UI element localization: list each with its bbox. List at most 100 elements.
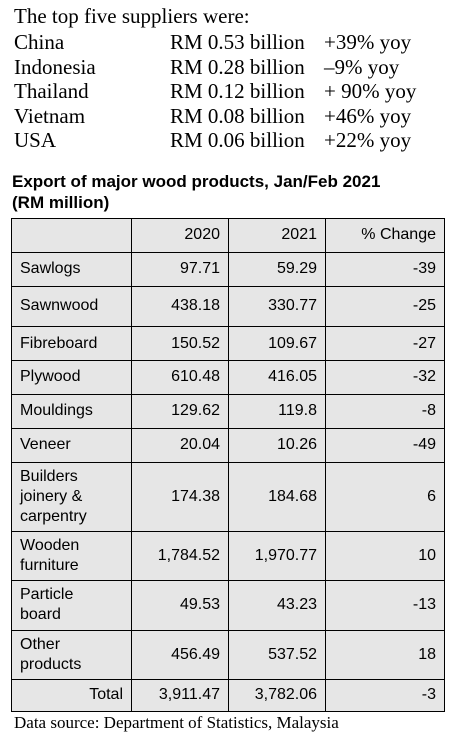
value-2021: 416.05 [228,359,326,395]
product-name: Builders joinery & carpentry [11,461,132,532]
value-change: -27 [325,326,445,361]
product-name-line: Sawnwood [20,297,99,315]
value-change: -13 [325,580,445,631]
product-name: Sawnwood [11,285,132,328]
suppliers-section: The top five suppliers were: China RM 0.… [14,4,454,153]
header-2020: 2020 [131,218,229,253]
value-2020: 456.49 [131,629,229,680]
header-2021: 2021 [228,218,326,253]
product-name: Plywood [11,359,132,395]
supplier-value: RM 0.12 billion [170,79,305,103]
table-title: Export of major wood products, Jan/Feb 2… [12,171,452,213]
total-label: Total [11,678,132,713]
product-name-line: Other [20,635,61,653]
header-change: % Change [325,218,445,253]
value-change: 6 [325,461,445,532]
value-change: -32 [325,359,445,395]
product-name-line: carpentry [20,507,87,525]
value-2021: 537.52 [228,629,326,680]
product-name-line: Particle [20,586,74,604]
exports-table: 2020 2021 % Change Sawlogs 97.71 59.29 -… [11,218,445,713]
value-2021: 330.77 [228,285,326,328]
product-name-line: Fibreboard [20,334,98,352]
value-2020: 610.48 [131,359,229,395]
table-row: Veneer 20.04 10.26 -49 [11,427,445,463]
product-name: Sawlogs [11,251,132,287]
supplier-value: RM 0.06 billion [170,128,305,152]
suppliers-heading: The top five suppliers were: [14,4,250,28]
table-total-row: Total 3,911.47 3,782.06 -3 [11,678,445,713]
product-name-line: Mouldings [20,402,93,420]
supplier-yoy: –9% yoy [324,54,400,79]
product-name: Particle board [11,580,132,631]
value-change: -25 [325,285,445,328]
product-name-line: Builders [20,467,78,485]
value-2020: 49.53 [131,580,229,631]
supplier-yoy: +22% yoy [324,128,412,152]
total-change: -3 [325,678,445,713]
product-name: Wooden furniture [11,530,132,582]
supplier-country: USA [14,128,57,152]
supplier-row: Thailand RM 0.12 billion + 90% yoy [14,79,454,104]
supplier-yoy: + 90% yoy [324,79,417,103]
value-change: -39 [325,251,445,287]
value-2020: 174.38 [131,461,229,532]
value-change: 10 [325,530,445,582]
product-name-line: Sawlogs [20,260,81,278]
supplier-row: USA RM 0.06 billion +22% yoy [14,128,454,153]
value-change: -49 [325,427,445,463]
supplier-value: RM 0.08 billion [170,103,305,128]
table-row: Builders joinery & carpentry 174.38 184.… [11,461,445,532]
table-row: Sawlogs 97.71 59.29 -39 [11,251,445,287]
table-title-unit: (RM million) [12,193,110,212]
table-row: Fibreboard 150.52 109.67 -27 [11,326,445,361]
value-2020: 20.04 [131,427,229,463]
table-row: Mouldings 129.62 119.8 -8 [11,393,445,429]
value-2021: 43.23 [228,580,326,631]
supplier-country: Indonesia [14,54,96,79]
product-name: Veneer [11,427,132,463]
value-2020: 438.18 [131,285,229,328]
table-row: Other products 456.49 537.52 18 [11,629,445,680]
supplier-value: RM 0.53 billion [170,30,305,54]
supplier-country: Vietnam [14,103,86,128]
product-name-line: Veneer [20,436,71,454]
value-2020: 97.71 [131,251,229,287]
table-header-row: 2020 2021 % Change [11,218,445,253]
supplier-row: Indonesia RM 0.28 billion –9% yoy [14,55,454,80]
supplier-country: China [14,30,65,54]
supplier-row: Vietnam RM 0.08 billion +46% yoy [14,104,454,129]
total-2021: 3,782.06 [228,678,326,713]
table-row: Wooden furniture 1,784.52 1,970.77 10 [11,530,445,582]
value-2021: 1,970.77 [228,530,326,582]
table-row: Sawnwood 438.18 330.77 -25 [11,285,445,328]
value-2021: 119.8 [228,393,326,429]
product-name-line: Plywood [20,368,81,386]
data-source: Data source: Department of Statistics, M… [14,713,339,732]
supplier-value: RM 0.28 billion [170,54,305,79]
value-2020: 129.62 [131,393,229,429]
product-name-line: furniture [20,556,79,574]
value-2021: 10.26 [228,427,326,463]
supplier-yoy: +46% yoy [324,103,412,128]
value-2021: 109.67 [228,326,326,361]
table-title-line: Export of major wood products, Jan/Feb 2… [12,172,381,191]
product-name-line: products [20,655,82,673]
value-2021: 184.68 [228,461,326,532]
total-2020: 3,911.47 [131,678,229,713]
table-row: Particle board 49.53 43.23 -13 [11,580,445,631]
supplier-yoy: +39% yoy [324,30,412,54]
supplier-row: China RM 0.53 billion +39% yoy [14,30,454,55]
value-2020: 150.52 [131,326,229,361]
supplier-country: Thailand [14,79,89,103]
product-name-line: Wooden [20,536,80,554]
product-name: Other products [11,629,132,680]
product-name-line: joinery & [20,487,83,505]
header-blank [11,218,132,253]
value-change: -8 [325,393,445,429]
table-row: Plywood 610.48 416.05 -32 [11,359,445,395]
product-name: Fibreboard [11,326,132,361]
product-name: Mouldings [11,393,132,429]
value-change: 18 [325,629,445,680]
product-name-line: board [20,606,61,624]
